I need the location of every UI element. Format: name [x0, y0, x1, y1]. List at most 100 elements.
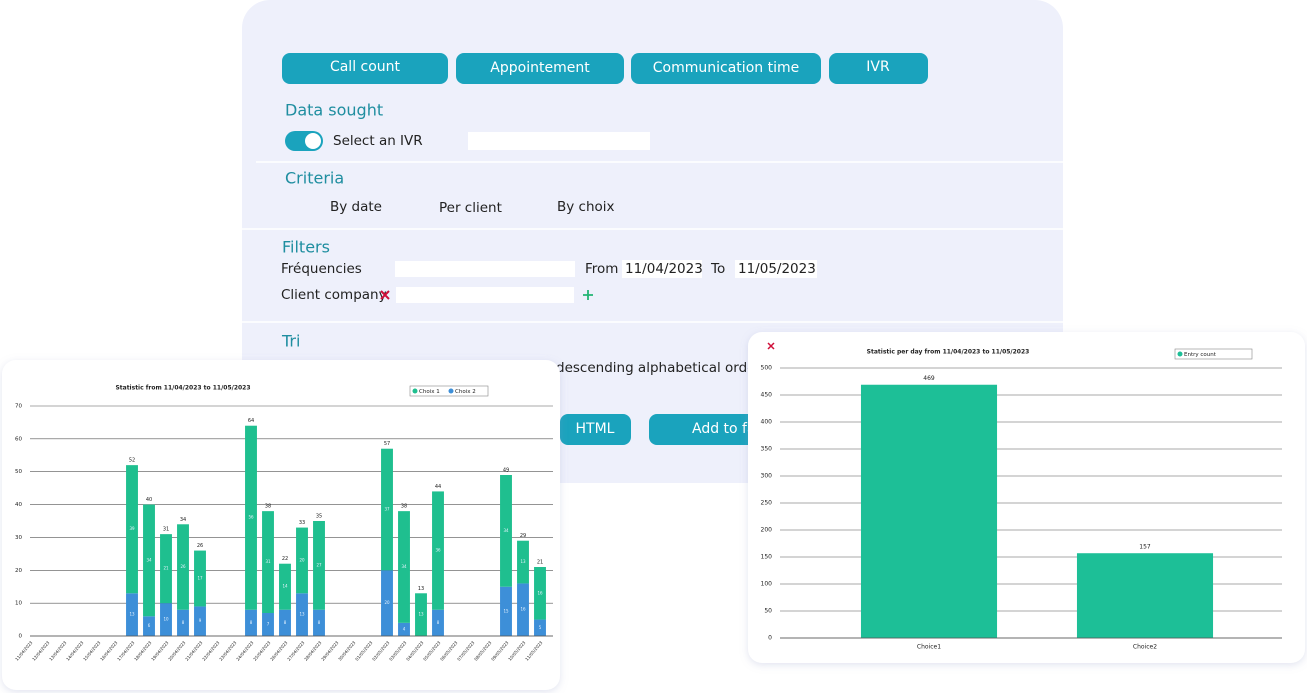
y-tick-label: 500: [761, 365, 773, 372]
date-value[interactable]: 11/04/2023: [625, 261, 703, 277]
y-tick-label: 70: [15, 404, 22, 410]
bar: [160, 534, 172, 604]
section-title: Filters: [282, 238, 330, 257]
segment-label: 10: [163, 617, 169, 622]
sort-order[interactable]: descending alphabetical order: [556, 360, 761, 376]
bar: [160, 603, 172, 636]
bar: [194, 550, 206, 607]
select-input[interactable]: [468, 132, 650, 150]
segment-label: 7: [267, 622, 270, 627]
total-label: 49: [503, 468, 509, 474]
total-label: 21: [537, 560, 543, 566]
date-input[interactable]: [735, 260, 817, 278]
segment-label: 13: [418, 612, 424, 617]
segment-label: 20: [384, 600, 390, 605]
date-input[interactable]: [622, 260, 702, 278]
bar: [313, 609, 325, 636]
frequency-input[interactable]: [395, 261, 575, 277]
tab-button[interactable]: [631, 53, 821, 84]
total-label: 26: [197, 543, 203, 549]
tab-label[interactable]: Appointement: [490, 60, 590, 76]
y-tick-label: 200: [761, 527, 773, 534]
tab-label[interactable]: IVR: [866, 59, 890, 75]
segment-label: 39: [129, 526, 135, 531]
tab-button[interactable]: [456, 53, 624, 84]
total-label: 38: [401, 504, 407, 510]
bar: [500, 586, 512, 636]
bar: [415, 593, 427, 636]
bar: [177, 524, 189, 610]
bar: [143, 616, 155, 636]
y-tick-label: 30: [15, 535, 22, 541]
close-icon[interactable]: [767, 342, 775, 350]
filter-label: From: [585, 261, 618, 277]
y-tick-label: 40: [15, 502, 22, 508]
date-value[interactable]: 11/05/2023: [738, 261, 816, 277]
bar: [517, 540, 529, 584]
y-tick-label: 250: [761, 500, 773, 507]
bar: [296, 593, 308, 636]
segment-label: 8: [437, 620, 440, 625]
client-input[interactable]: [396, 287, 574, 303]
bar: [534, 567, 546, 620]
segment-label: 34: [503, 528, 509, 533]
x-tick-label: Choice2: [1133, 644, 1157, 651]
y-tick-label: 50: [15, 469, 22, 475]
total-label: 64: [248, 418, 254, 424]
segment-label: 15: [503, 608, 509, 613]
tab-label[interactable]: Call count: [330, 59, 401, 75]
segment-label: 4: [403, 626, 406, 631]
legend-marker: [1177, 351, 1183, 357]
total-label: 31: [163, 527, 169, 533]
tab-button[interactable]: [829, 53, 928, 84]
chart-title: Statistic from 11/04/2023 to 11/05/2023: [115, 385, 250, 392]
criteria-option[interactable]: By date: [330, 199, 382, 215]
toggle-knob: [305, 133, 321, 149]
bar: [398, 511, 410, 623]
segment-label: 6: [148, 623, 151, 628]
legend-marker: [448, 388, 454, 394]
segment-label: 8: [284, 620, 287, 625]
total-label: 44: [435, 484, 441, 490]
chart-card: Statistic from 11/04/2023 to 11/05/2023 0…: [2, 360, 560, 690]
total-label: 40: [146, 497, 152, 503]
remove-icon[interactable]: [380, 290, 390, 300]
bar: [534, 619, 546, 636]
bar: [262, 613, 274, 636]
segment-label: 5: [539, 625, 542, 630]
total-label: 35: [316, 514, 322, 520]
tab-label[interactable]: Communication time: [653, 60, 799, 76]
bar: [245, 609, 257, 636]
total-label: 33: [299, 520, 305, 526]
bar: [245, 425, 257, 610]
bar: [126, 465, 138, 594]
segment-label: 26: [180, 564, 186, 569]
add-icon[interactable]: [583, 290, 593, 300]
y-tick-label: 10: [15, 601, 22, 607]
filter-label: Fréquencies: [281, 261, 362, 277]
y-tick-label: 450: [761, 392, 773, 399]
tab-button[interactable]: [282, 53, 448, 84]
bar: [126, 593, 138, 636]
segment-label: 34: [401, 564, 407, 569]
segment-label: 34: [146, 557, 152, 562]
segment-label: 21: [163, 566, 169, 571]
segment-label: 27: [316, 562, 322, 567]
action-label[interactable]: HTML: [576, 421, 615, 437]
segment-label: 36: [435, 548, 441, 553]
segment-label: 13: [520, 559, 526, 564]
criteria-option[interactable]: By choix: [557, 199, 615, 215]
action-button[interactable]: [560, 414, 631, 445]
criteria-option[interactable]: Per client: [439, 200, 502, 216]
filter-label: To: [710, 261, 725, 277]
bar: [517, 583, 529, 636]
segment-label: 16: [537, 590, 543, 595]
total-label: 34: [180, 517, 186, 523]
y-tick-label: 60: [15, 436, 22, 442]
card-bg: [748, 332, 1305, 663]
total-label: 22: [282, 556, 288, 562]
total-label: 13: [418, 586, 424, 592]
y-tick-label: 0: [19, 634, 23, 640]
